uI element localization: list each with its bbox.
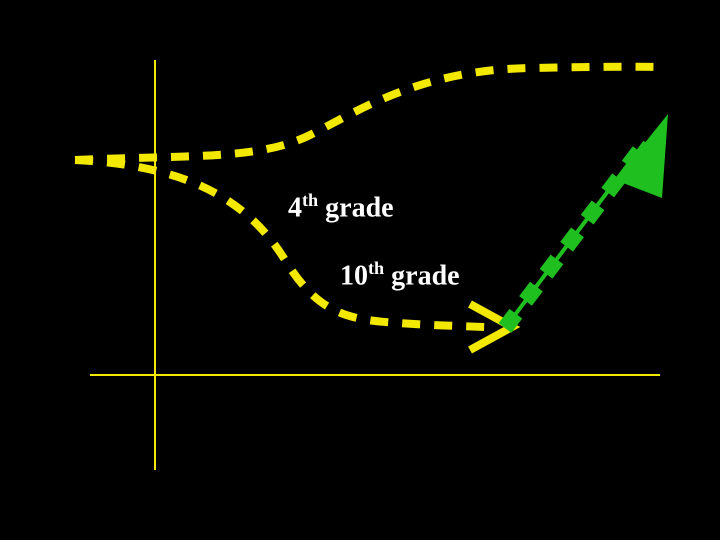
label-4th-grade-num: 4: [288, 192, 302, 223]
lower-curve: [75, 160, 485, 327]
label-10th-grade-sup: th: [368, 258, 384, 278]
label-4th-grade: 4th grade: [288, 190, 394, 224]
label-10th-grade: 10th grade: [340, 258, 460, 292]
upper-curve: [75, 67, 665, 160]
label-4th-grade-post: grade: [318, 192, 393, 223]
label-4th-grade-sup: th: [302, 190, 318, 210]
label-10th-grade-post: grade: [384, 260, 459, 291]
label-10th-grade-num: 10: [340, 260, 368, 291]
